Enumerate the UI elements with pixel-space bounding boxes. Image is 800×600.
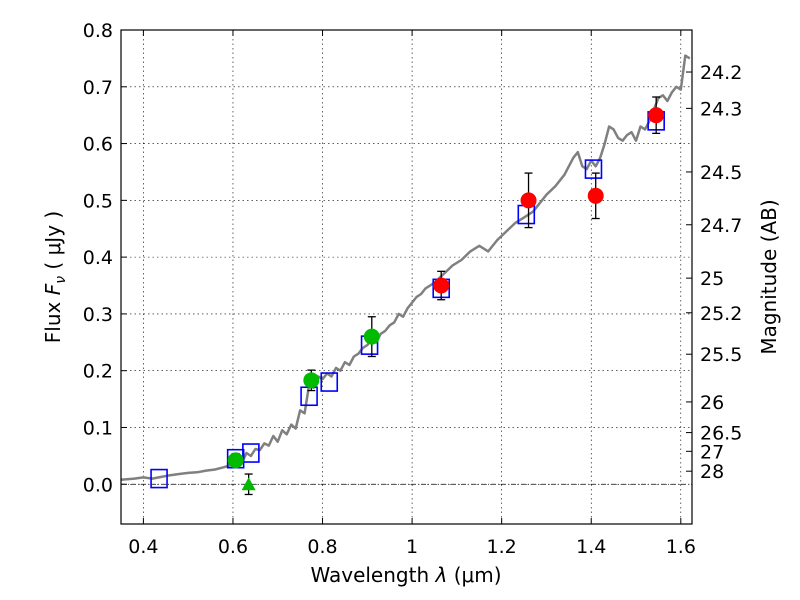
x-tick-label: 0.8 (307, 536, 337, 558)
nir-detections-point (433, 277, 450, 294)
optical-detections-point (363, 328, 380, 345)
data-markers (150, 96, 665, 496)
optical-detections-point (303, 372, 320, 389)
mag-tick-label: 25.5 (700, 344, 742, 366)
axis-ticks: 0.4 0.6 0.8 1 1.2 1.4 1.6 0.0 0.1 0.2 0.3 0.4 0.5 0.6… (83, 20, 743, 558)
nir-detections-point (520, 192, 537, 209)
upper-limit-triangle (241, 477, 256, 491)
x-axis-label: Wavelength λ (μm) (310, 563, 501, 587)
x-tick-label: 0.4 (128, 536, 158, 558)
y-tick-label: 0.6 (83, 134, 113, 156)
mag-tick-label: 28 (700, 461, 724, 483)
bandpass-square-marker (320, 372, 339, 392)
y-tick-label: 0.5 (83, 190, 113, 212)
grid (121, 29, 692, 524)
mag-tick-label: 24.7 (700, 215, 742, 237)
model-spectrum-line (120, 54, 691, 481)
bandpass-square-marker (584, 159, 603, 179)
mag-tick-label: 27 (700, 441, 724, 463)
nir-detections-point (648, 107, 665, 124)
x-tick-label: 0.6 (218, 536, 248, 558)
mag-tick-label: 25.2 (700, 303, 742, 325)
y-tick-label: 0.1 (83, 417, 113, 439)
y2-axis-label: Magnitude (AB) (757, 199, 781, 354)
x-tick-label: 1.4 (576, 536, 606, 558)
model-spectrum-group (120, 54, 691, 481)
y-tick-label: 0.2 (83, 361, 113, 383)
y-tick-label: 0.0 (83, 474, 113, 496)
optical-detections-point (227, 452, 244, 469)
mag-tick-label: 24.3 (700, 98, 742, 120)
y-tick-label: 0.4 (83, 247, 113, 269)
mag-tick-label: 26.5 (700, 423, 742, 445)
mag-tick-label: 25 (700, 268, 724, 290)
nir-detections-point (587, 187, 604, 204)
y-tick-label: 0.8 (83, 20, 113, 42)
x-tick-label: 1 (406, 536, 418, 558)
plot-frame (120, 29, 693, 525)
y-tick-label: 0.3 (83, 304, 113, 326)
mag-tick-label: 26 (700, 392, 724, 414)
y-axis-label: Flux Fν ( μJy ) (41, 211, 69, 343)
y-tick-label: 0.7 (83, 77, 113, 99)
x-tick-label: 1.2 (487, 536, 517, 558)
mag-tick-label: 24.5 (700, 162, 742, 184)
bandpass-square-marker (150, 468, 168, 489)
x-tick-label: 1.6 (666, 536, 696, 558)
mag-tick-label: 24.2 (700, 62, 742, 84)
bandpass-square-marker (242, 443, 260, 463)
